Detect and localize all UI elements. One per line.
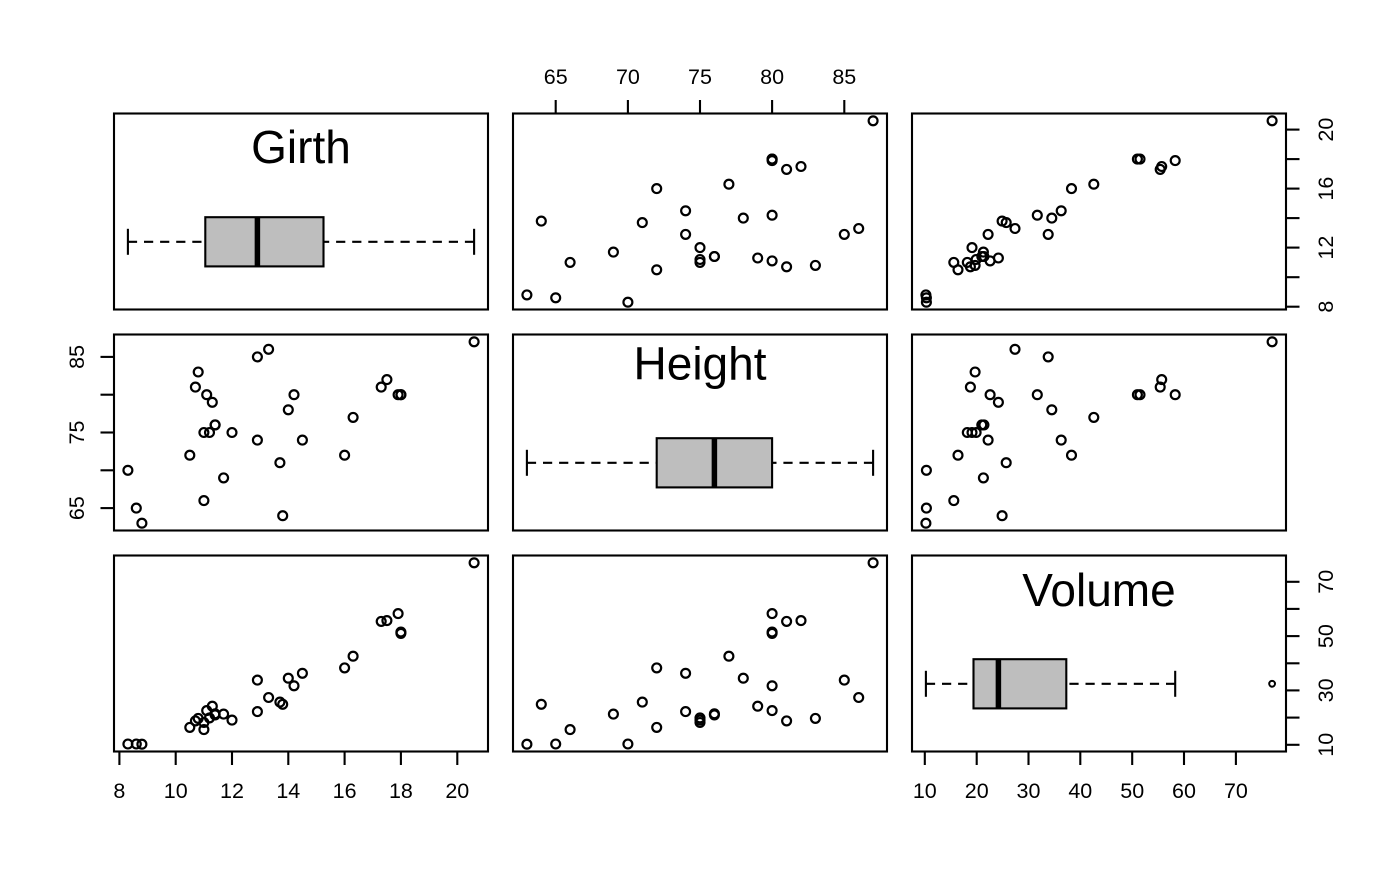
svg-text:50: 50 — [1314, 624, 1338, 648]
svg-text:Height: Height — [634, 338, 767, 390]
svg-text:16: 16 — [333, 779, 357, 803]
svg-text:60: 60 — [1172, 779, 1196, 803]
svg-text:85: 85 — [65, 345, 89, 369]
svg-text:8: 8 — [1314, 301, 1338, 313]
svg-text:30: 30 — [1314, 678, 1338, 702]
svg-text:8: 8 — [113, 779, 125, 803]
svg-text:20: 20 — [965, 779, 989, 803]
svg-text:75: 75 — [688, 65, 712, 89]
svg-text:20: 20 — [445, 779, 469, 803]
svg-text:80: 80 — [760, 65, 784, 89]
svg-text:70: 70 — [1314, 570, 1338, 594]
svg-text:14: 14 — [276, 779, 300, 803]
svg-text:Volume: Volume — [1022, 564, 1175, 616]
svg-text:10: 10 — [1314, 733, 1338, 757]
svg-text:40: 40 — [1068, 779, 1092, 803]
svg-text:50: 50 — [1120, 779, 1144, 803]
svg-text:70: 70 — [616, 65, 640, 89]
svg-text:70: 70 — [1224, 779, 1248, 803]
svg-text:30: 30 — [1017, 779, 1041, 803]
svg-text:18: 18 — [389, 779, 413, 803]
svg-text:20: 20 — [1314, 118, 1338, 142]
svg-text:85: 85 — [832, 65, 856, 89]
svg-text:10: 10 — [913, 779, 937, 803]
svg-text:75: 75 — [65, 421, 89, 445]
svg-text:65: 65 — [65, 496, 89, 520]
svg-text:65: 65 — [544, 65, 568, 89]
svg-text:12: 12 — [1314, 236, 1338, 260]
svg-text:10: 10 — [164, 779, 188, 803]
svg-text:Girth: Girth — [251, 121, 351, 173]
svg-text:16: 16 — [1314, 177, 1338, 201]
svg-text:12: 12 — [220, 779, 244, 803]
